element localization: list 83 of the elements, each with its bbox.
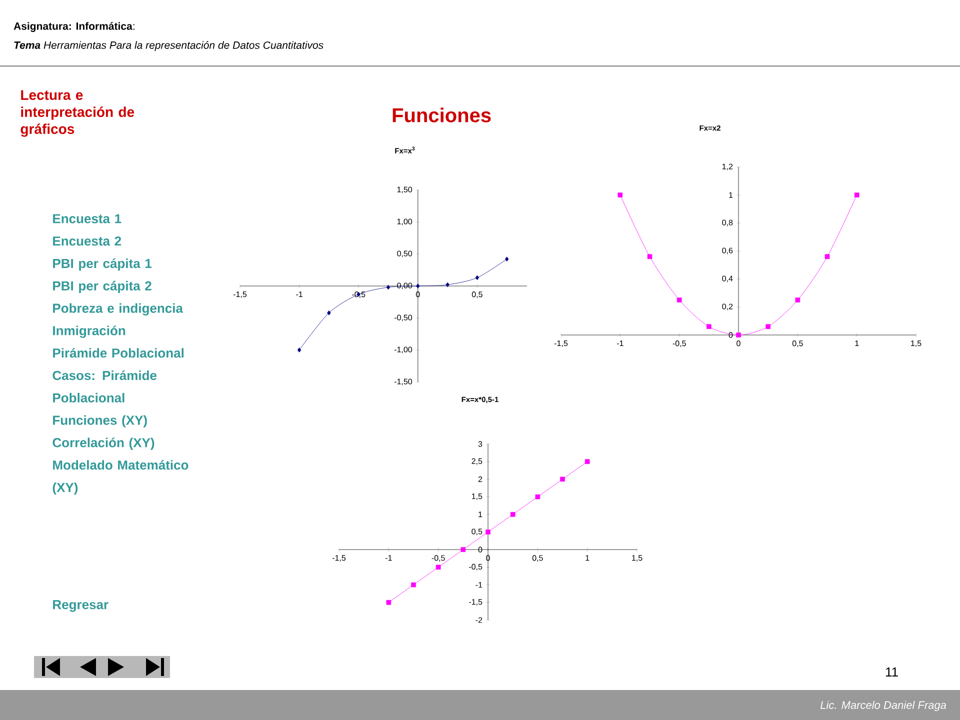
y-tick-label: -1 xyxy=(476,582,482,588)
text: Encuesta 1 xyxy=(53,214,122,224)
point xyxy=(386,284,390,290)
x-tick-label: 0,5 xyxy=(792,340,803,348)
text: Inmigración xyxy=(53,326,126,338)
y-tick-label: -1,00 xyxy=(394,346,412,354)
y-tick-label: -0,5 xyxy=(469,564,482,570)
point xyxy=(584,459,590,464)
y-tick-label: 0,6 xyxy=(722,248,733,254)
point xyxy=(446,282,450,288)
point xyxy=(486,530,490,534)
y-tick-label: 0 xyxy=(728,332,733,338)
text: Encuesta 2 xyxy=(53,236,122,246)
y-tick-label: 0,5 xyxy=(472,528,482,536)
y-tick-label: 0 xyxy=(478,546,482,552)
point xyxy=(647,254,652,259)
x-tick-label: -1,5 xyxy=(233,292,247,298)
text: Lectura e interpretación de gráficos xyxy=(20,90,134,137)
y-tick-label: 3 xyxy=(478,441,482,447)
y-tick-label: 1 xyxy=(478,512,482,518)
point xyxy=(504,256,509,262)
point xyxy=(327,310,331,316)
text: Tema Herramientas Para la representación de Datos Cuantitativos xyxy=(14,41,324,51)
text: 11 xyxy=(886,668,898,676)
y-tick-label: -1,5 xyxy=(469,599,482,606)
y-tick-label: 1 xyxy=(729,192,733,198)
text: Asignatura: Informática: xyxy=(14,22,134,32)
text: PBI per cápita 2 xyxy=(53,280,152,294)
point xyxy=(676,298,682,302)
point xyxy=(460,547,466,552)
text: Funciones xyxy=(392,108,491,122)
x-tick-label: -1,5 xyxy=(332,555,346,562)
point xyxy=(824,254,830,259)
y-tick-label: 1,50 xyxy=(397,186,412,194)
y-tick-label: 2,5 xyxy=(472,458,482,465)
x-tick-label: 0 xyxy=(736,340,740,346)
y-tick-label: -1,50 xyxy=(394,378,412,386)
y-tick-label: 1,2 xyxy=(722,164,733,170)
text: Regresar xyxy=(53,600,108,612)
point xyxy=(618,192,623,198)
text: Pobreza e indigencia xyxy=(53,303,184,316)
point xyxy=(854,192,860,198)
text: Correlación (XY) xyxy=(52,438,154,450)
y-tick-label: 1,00 xyxy=(397,218,412,226)
text: Funciones (XY) xyxy=(53,415,147,428)
x-tick-label: 1,5 xyxy=(911,340,922,348)
text: Modelado Matemático (XY) xyxy=(52,460,188,495)
text: Pirámide Poblacional xyxy=(53,348,184,358)
point xyxy=(411,582,416,588)
point xyxy=(386,600,392,605)
x-tick-label: 1 xyxy=(855,340,859,346)
x-tick-label: -1 xyxy=(385,555,392,561)
x-tick-label: -0,5 xyxy=(432,555,445,562)
x-tick-label: -1 xyxy=(616,340,624,346)
point xyxy=(736,332,741,338)
y-tick-label: -0,50 xyxy=(394,314,412,322)
point xyxy=(560,476,565,482)
y-tick-label: 0,50 xyxy=(397,250,412,258)
x-tick-label: -1 xyxy=(296,292,302,298)
text: Casos: Pirámide Poblacional xyxy=(52,370,157,402)
x-tick-label: 0 xyxy=(486,555,490,561)
point xyxy=(535,494,540,500)
x-tick-label: 1,5 xyxy=(632,555,642,562)
point xyxy=(706,324,712,329)
y-tick-label: 1,5 xyxy=(472,494,482,500)
x-tick-label: -1,5 xyxy=(554,340,568,348)
point xyxy=(795,298,800,302)
y-tick-label: -2 xyxy=(476,617,482,623)
point xyxy=(510,512,516,517)
point xyxy=(766,324,770,329)
y-tick-label: 0,8 xyxy=(722,220,733,226)
y-tick-label: 0,4 xyxy=(722,276,733,282)
text: Lic. Marcelo Daniel Fraga xyxy=(820,700,946,712)
point xyxy=(297,348,302,352)
text: PBI per cápita 1 xyxy=(53,258,152,271)
y-tick-label: 2 xyxy=(478,476,482,482)
x-tick-label: -0,5 xyxy=(672,340,686,348)
x-tick-label: 0,5 xyxy=(532,555,543,562)
point xyxy=(436,564,441,570)
x-tick-label: 1 xyxy=(586,555,590,561)
point xyxy=(475,275,480,280)
y-tick-label: 0,2 xyxy=(722,304,733,310)
point xyxy=(416,284,420,288)
